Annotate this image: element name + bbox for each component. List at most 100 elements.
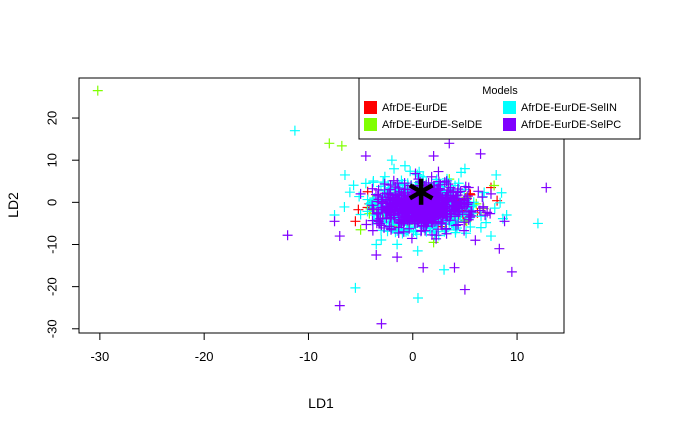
point-afrde-eurde-selin [405,166,416,177]
point-afrde-eurde-selpc [371,250,382,261]
point-afrde-eurde-selde [355,224,366,235]
point-afrde-eurde-selpc [361,219,372,230]
point-afrde-eurde-selpc [412,217,423,228]
point-afrde-eurde-selpc [477,192,488,203]
point-afrde-eurde-selde [336,140,347,151]
x-axis: -30 -20 -10 0 10 [90,332,524,364]
point-afrde-eurde-selin [348,180,359,191]
point-afrde-eurde-selpc [457,206,468,217]
point-afrde-eurde-selpc [381,201,392,212]
point-afrde-eurde-selpc [431,233,442,244]
point-afrde-eurde-selpc [466,210,477,221]
point-afrde-eurde-selpc [473,186,484,197]
point-afrde-eurde-selpc [392,252,403,263]
point-afrde-eurde-selpc [424,207,435,218]
legend-swatch [503,118,516,131]
point-afrde-eurde-selin [412,169,423,180]
point-afrde-eurde-selpc [431,185,442,196]
point-afrde-eurde-selpc [384,208,395,219]
legend-swatch [364,101,377,114]
point-afrde-eurde-selpc [441,190,452,201]
point-afrde-eurde-selpc [385,212,396,223]
point-afrde-eurde-selpc [373,216,384,227]
point-afrde-eurde-selpc [458,198,469,209]
point-afrde-eurde-selin [339,169,350,180]
point-afrde-eurde-selpc [459,284,470,295]
point-afrde-eurde-selin [468,200,479,211]
x-tick-label: 0 [409,349,416,364]
point-afrde-eurde-selde [324,138,335,149]
x-tick-label: 10 [510,349,524,364]
point-afrde-eurde-selpc [541,182,552,193]
point-afrde-eurde-selin [475,222,486,233]
point-afrde-eurde-selpc [452,187,463,198]
point-afrde-eurde-selpc [494,243,505,254]
point-afrde-eurde-selde [489,180,500,191]
point-afrde-eurde-selpc [379,222,390,233]
point-afrde-eurde-selin [496,187,507,198]
legend-label: AfrDE-EurDE [382,102,447,114]
point-afrde-eurde-selpc [433,224,444,235]
point-afrde-eurde-selpc [433,209,444,220]
point-afrde-eurde-selin [479,187,490,198]
y-tick-label: -30 [44,319,59,338]
points-layer [92,85,552,329]
point-afrde-eurde-selin [495,197,506,208]
point-afrde-eurde-selin [439,264,450,275]
point-afrde-eurde-selpc [386,223,397,234]
y-tick-label: 10 [44,153,59,167]
point-afrde-eurde-selpc [398,226,409,237]
point-afrde-eurde-selpc [372,196,383,207]
point-afrde-eurde-selpc [474,205,485,216]
point-afrde-eurde-selpc [373,207,384,218]
point-afrde-eurde-selpc [449,262,460,273]
point-afrde-eurde-selpc [360,150,371,161]
point-afrde-eurde-selpc [388,202,399,213]
point-afrde-eurde-selpc [448,205,459,216]
point-afrde-eurde-selpc [334,231,345,242]
point-afrde-eurde-selpc [410,168,421,179]
point-afrde-eurde-selpc [334,300,345,311]
point-afrde-eurde-selpc [355,188,366,199]
point-afrde-eurde-selpc [480,210,491,221]
point-afrde-eurde-selpc [463,209,474,220]
point-afrde-eurde-selpc [400,203,411,214]
x-tick-label: -10 [299,349,318,364]
point-afrde-eurde-selpc [440,192,451,203]
point-afrde-eurde-selin [412,293,423,304]
point-afrde-eurde-selpc [376,220,387,231]
point-afrde-eurde-selin [476,211,487,222]
point-afrde-eurde-selpc [463,182,474,193]
y-tick-label: 0 [44,199,59,206]
point-afrde-eurde-selpc [373,184,384,195]
point-afrde-eurde-selpc [444,138,455,149]
point-afrde-eurde-selpc [423,217,434,228]
point-afrde-eurde-selpc [368,204,379,215]
point-afrde-eurde-selin [368,177,379,188]
point-afrde-eurde-selin [386,155,397,166]
point-afrde-eurde-selpc [420,225,431,236]
point-afrde-eurde-selin [392,239,403,250]
point-afrde-eurde-selpc [459,217,470,228]
point-afrde-eurde-selin [376,235,387,246]
point-afrde-eurde-selpc [453,219,464,230]
centroid-asterisk [408,178,434,205]
point-afrde-eurde-selin [355,209,366,220]
point-afrde-eurde-selin [399,160,410,171]
point-afrde-eurde-selpc [433,191,444,202]
legend-box [358,77,641,140]
point-afrde-eurde-selpc [450,220,461,231]
point-afrde-eurde-selpc [367,183,378,194]
point-afrde-eurde-selde [92,85,103,96]
point-afrde-eurde-selpc [428,150,439,161]
annotation-layer [408,178,434,205]
x-tick-label: -20 [195,349,214,364]
point-afrde-eurde [350,216,361,227]
x-tick-label: -30 [90,349,109,364]
point-afrde-eurde-selin [344,187,355,198]
point-afrde-eurde-selin [489,203,500,214]
point-afrde-eurde-selpc [461,193,472,204]
point-afrde-eurde-selpc [470,235,481,246]
point-afrde-eurde-selpc [367,225,378,236]
